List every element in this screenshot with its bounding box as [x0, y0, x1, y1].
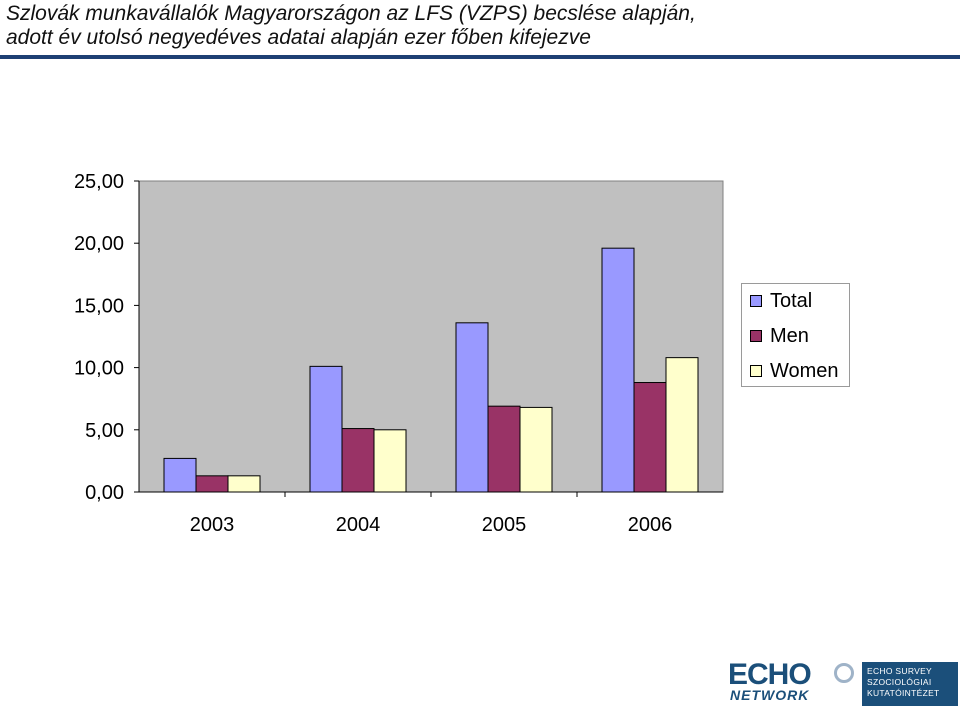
logo-institute-line-3: KUTATÓINTÉZET — [867, 688, 940, 698]
bar-women-2006 — [665, 357, 699, 493]
legend-swatch-men — [750, 330, 762, 342]
bar-total-2006 — [601, 247, 635, 493]
bar-women-2003 — [227, 475, 261, 493]
x-tick-label: 2006 — [628, 514, 673, 536]
legend-label-women: Women — [770, 359, 839, 382]
y-tick-label: 20,00 — [74, 233, 124, 255]
title-line-1: Szlovák munkavállalók Magyarországon az … — [6, 2, 696, 25]
bar-total-2005 — [455, 322, 489, 493]
title-divider — [0, 55, 960, 59]
legend-item-men: Men — [750, 324, 809, 348]
logo-circle-icon — [834, 663, 854, 683]
y-tick-label: 15,00 — [74, 295, 124, 317]
chart-area: 0,00 5,00 10,00 15,00 20,00 25,00 2003 2004 2005… — [0, 60, 960, 707]
bar-chart: 0,00 5,00 10,00 15,00 20,00 25,00 2003 2004 2005… — [74, 171, 724, 536]
legend-item-total: Total — [750, 289, 812, 313]
chart-legend: Total Men Women — [741, 283, 850, 387]
logo-institute-line-2: SZOCIOLÓGIAI — [867, 677, 932, 687]
x-tick-label: 2005 — [482, 514, 527, 536]
bar-women-2004 — [373, 429, 407, 493]
logo-network-text: NETWORK — [730, 687, 810, 703]
x-tick-label: 2003 — [190, 514, 235, 536]
legend-item-women: Women — [750, 359, 839, 383]
y-tick-label: 5,00 — [85, 420, 124, 442]
x-tick-label: 2004 — [336, 514, 381, 536]
logo-institute-box: ECHO SURVEY SZOCIOLÓGIAI KUTATÓINTÉZET — [862, 662, 958, 706]
slide-title: Szlovák munkavállalók Magyarországon az … — [6, 2, 956, 50]
title-line-2: adott év utolsó negyedéves adatai alapjá… — [6, 26, 591, 49]
logo-echo-text: ECHO — [728, 658, 812, 691]
y-tick-label: 10,00 — [74, 358, 124, 380]
bar-men-2004 — [341, 428, 375, 493]
legend-label-men: Men — [770, 324, 809, 347]
legend-label-total: Total — [770, 289, 813, 312]
bar-men-2003 — [195, 475, 229, 493]
legend-swatch-total — [750, 295, 762, 307]
bar-total-2004 — [309, 365, 343, 493]
bar-men-2006 — [633, 382, 667, 493]
y-tick-label: 25,00 — [74, 171, 124, 193]
legend-swatch-women — [750, 365, 762, 377]
bar-women-2005 — [519, 406, 553, 493]
echo-network-logo: ECHO NETWORK ECHO SURVEY SZOCIOLÓGIAI KU… — [722, 660, 960, 707]
bar-total-2003 — [163, 457, 197, 493]
logo-institute-line-1: ECHO SURVEY — [867, 666, 933, 676]
y-tick-label: 0,00 — [85, 482, 124, 504]
bar-men-2005 — [487, 405, 521, 493]
